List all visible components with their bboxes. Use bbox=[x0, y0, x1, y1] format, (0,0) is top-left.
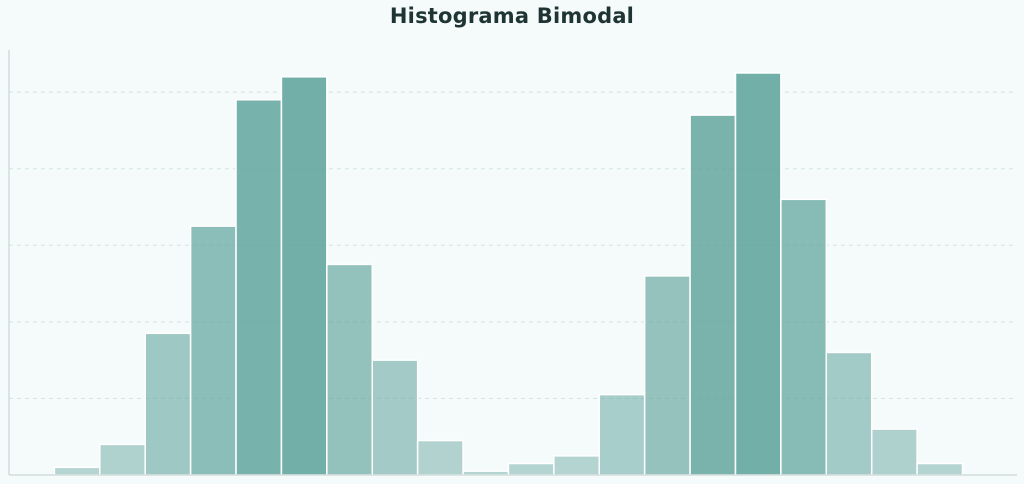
histogram-bar-15 bbox=[734, 72, 782, 476]
histogram-bar-5 bbox=[280, 76, 328, 476]
histogram-bar-11 bbox=[553, 455, 601, 476]
histogram-bar-2 bbox=[144, 332, 192, 476]
histogram-bar-16 bbox=[780, 198, 828, 476]
histogram-bar-19 bbox=[916, 462, 964, 476]
histogram-bar-13 bbox=[643, 275, 691, 476]
histogram-bar-0 bbox=[53, 466, 101, 476]
histogram-bar-4 bbox=[235, 99, 283, 476]
axes bbox=[8, 50, 1017, 476]
histogram-bar-3 bbox=[189, 225, 237, 476]
chart-title: Histograma Bimodal bbox=[389, 4, 635, 28]
histogram-bar-12 bbox=[598, 393, 646, 476]
histogram-bar-10 bbox=[507, 462, 555, 476]
histogram-bar-8 bbox=[416, 439, 464, 476]
histogram-bar-7 bbox=[371, 359, 419, 476]
histogram-bar-18 bbox=[870, 428, 918, 476]
histogram-bar-1 bbox=[99, 443, 146, 476]
histogram-bar-14 bbox=[689, 114, 737, 476]
histogram-bar-17 bbox=[825, 351, 873, 476]
histogram-bar-6 bbox=[326, 263, 373, 476]
bars bbox=[53, 72, 964, 476]
